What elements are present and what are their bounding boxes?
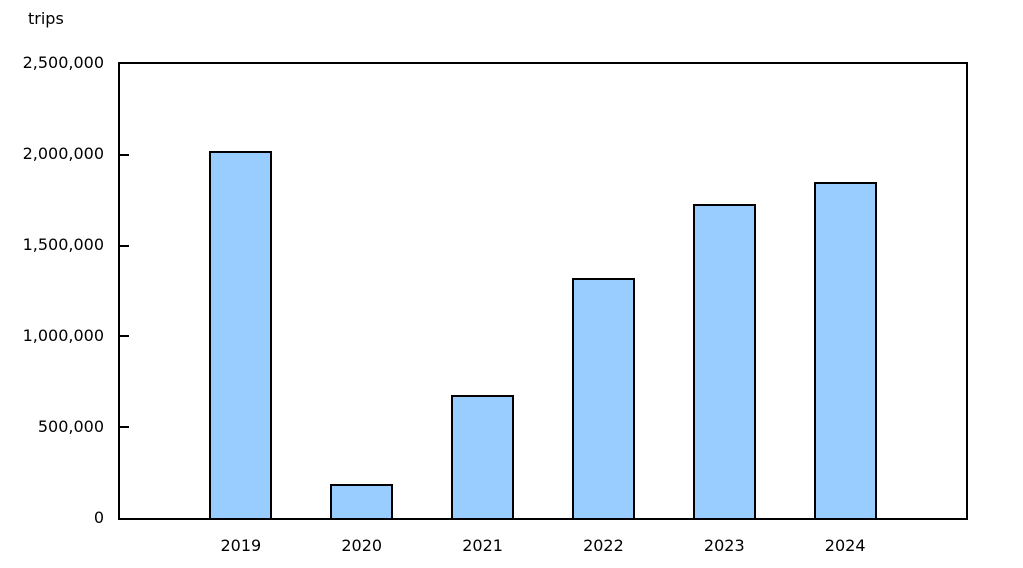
x-tick-label-2022: 2022: [583, 536, 624, 555]
plot-area: [118, 62, 968, 520]
y-tick-mark-500,000: [120, 426, 129, 429]
y-tick-mark-1,000,000: [120, 335, 129, 338]
y-axis-unit-label: trips: [28, 9, 64, 28]
y-tick-label-2,500,000: 2,500,000: [22, 53, 104, 72]
bar-2022: [571, 278, 635, 518]
y-tick-label-2,000,000: 2,000,000: [22, 144, 104, 163]
x-tick-label-2024: 2024: [824, 536, 866, 555]
x-tick-label-2019: 2019: [220, 536, 262, 555]
x-tick-label-2020: 2020: [341, 536, 383, 555]
bar-2019: [209, 151, 273, 518]
y-tick-label-1,000,000: 1,000,000: [22, 326, 104, 345]
y-tick-mark-1,500,000: [120, 244, 129, 247]
y-tick-label-500,000: 500,000: [37, 417, 104, 436]
y-tick-mark-2,000,000: [120, 153, 129, 156]
y-tick-label-0: 0: [93, 508, 104, 527]
x-tick-label-2023: 2023: [703, 536, 745, 555]
bar-2024: [813, 182, 877, 518]
x-tick-label-2021: 2021: [462, 536, 503, 555]
bar-2020: [330, 484, 394, 518]
bar-2021: [451, 395, 515, 518]
bar-2023: [692, 204, 756, 518]
y-tick-label-1,500,000: 1,500,000: [22, 235, 104, 254]
